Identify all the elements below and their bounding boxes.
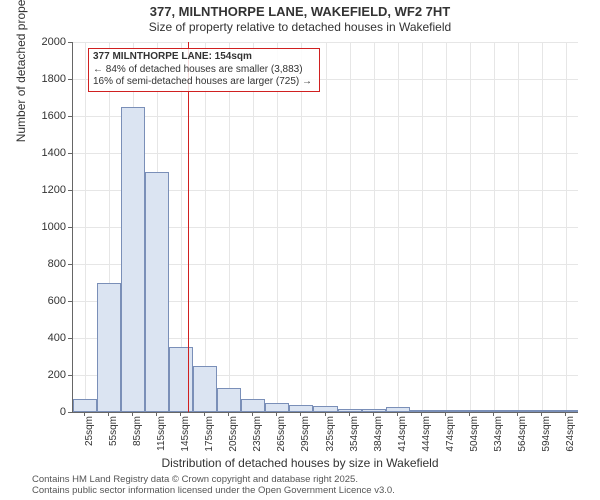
y-tick-mark bbox=[68, 42, 72, 43]
x-tick-label: 175sqm bbox=[204, 416, 215, 456]
x-tick-label: 534sqm bbox=[493, 416, 504, 456]
histogram-bar bbox=[73, 399, 97, 412]
y-tick-label: 0 bbox=[26, 406, 66, 418]
chart-footer: Contains HM Land Registry data © Crown c… bbox=[32, 474, 395, 497]
chart-title-block: 377, MILNTHORPE LANE, WAKEFIELD, WF2 7HT… bbox=[0, 4, 600, 34]
x-tick-label: 564sqm bbox=[517, 416, 528, 456]
y-tick-mark bbox=[68, 301, 72, 302]
y-tick-label: 1000 bbox=[26, 221, 66, 233]
x-tick-label: 235sqm bbox=[252, 416, 263, 456]
y-tick-mark bbox=[68, 153, 72, 154]
x-tick-label: 384sqm bbox=[373, 416, 384, 456]
histogram-bar bbox=[97, 283, 121, 413]
chart-title-main: 377, MILNTHORPE LANE, WAKEFIELD, WF2 7HT bbox=[0, 4, 600, 20]
footer-line-1: Contains HM Land Registry data © Crown c… bbox=[32, 474, 395, 485]
gridline-v bbox=[229, 42, 230, 412]
y-tick-mark bbox=[68, 79, 72, 80]
y-tick-mark bbox=[68, 375, 72, 376]
y-tick-label: 1600 bbox=[26, 110, 66, 122]
gridline-v bbox=[253, 42, 254, 412]
gridline-v bbox=[350, 42, 351, 412]
gridline-v bbox=[326, 42, 327, 412]
footer-line-2: Contains public sector information licen… bbox=[32, 485, 395, 496]
histogram-bar bbox=[169, 347, 193, 412]
x-tick-label: 265sqm bbox=[276, 416, 287, 456]
histogram-bar bbox=[217, 388, 241, 412]
property-size-histogram: 377, MILNTHORPE LANE, WAKEFIELD, WF2 7HT… bbox=[0, 0, 600, 500]
x-tick-label: 414sqm bbox=[397, 416, 408, 456]
gridline-v bbox=[542, 42, 543, 412]
gridline-v bbox=[85, 42, 86, 412]
histogram-bar bbox=[241, 399, 265, 412]
gridline-v bbox=[494, 42, 495, 412]
x-tick-label: 474sqm bbox=[445, 416, 456, 456]
gridline-v bbox=[422, 42, 423, 412]
y-tick-mark bbox=[68, 412, 72, 413]
x-tick-label: 145sqm bbox=[180, 416, 191, 456]
histogram-bar bbox=[265, 403, 289, 412]
histogram-bar bbox=[145, 172, 169, 413]
y-tick-mark bbox=[68, 338, 72, 339]
histogram-bar bbox=[289, 405, 313, 412]
gridline-v bbox=[374, 42, 375, 412]
chart-title-sub: Size of property relative to detached ho… bbox=[0, 20, 600, 34]
plot-area: 377 MILNTHORPE LANE: 154sqm← 84% of deta… bbox=[72, 42, 578, 413]
x-tick-label: 354sqm bbox=[349, 416, 360, 456]
y-tick-label: 600 bbox=[26, 295, 66, 307]
gridline-v bbox=[301, 42, 302, 412]
x-tick-label: 55sqm bbox=[108, 416, 119, 456]
x-tick-label: 25sqm bbox=[84, 416, 95, 456]
histogram-bar bbox=[193, 366, 217, 412]
x-tick-label: 624sqm bbox=[565, 416, 576, 456]
x-tick-label: 504sqm bbox=[469, 416, 480, 456]
gridline-v bbox=[470, 42, 471, 412]
callout-line-2: 16% of semi-detached houses are larger (… bbox=[93, 76, 315, 89]
x-tick-label: 444sqm bbox=[421, 416, 432, 456]
y-tick-label: 1800 bbox=[26, 73, 66, 85]
x-tick-label: 85sqm bbox=[132, 416, 143, 456]
y-tick-mark bbox=[68, 264, 72, 265]
y-tick-mark bbox=[68, 116, 72, 117]
x-axis-label: Distribution of detached houses by size … bbox=[0, 456, 600, 470]
gridline-v bbox=[277, 42, 278, 412]
y-tick-label: 1400 bbox=[26, 147, 66, 159]
gridline-v bbox=[398, 42, 399, 412]
x-tick-label: 115sqm bbox=[156, 416, 167, 456]
y-tick-label: 200 bbox=[26, 369, 66, 381]
gridline-v bbox=[205, 42, 206, 412]
y-tick-label: 400 bbox=[26, 332, 66, 344]
y-tick-label: 2000 bbox=[26, 36, 66, 48]
reference-callout: 377 MILNTHORPE LANE: 154sqm← 84% of deta… bbox=[88, 48, 320, 92]
y-tick-mark bbox=[68, 227, 72, 228]
y-tick-mark bbox=[68, 190, 72, 191]
y-tick-label: 1200 bbox=[26, 184, 66, 196]
callout-line-1: ← 84% of detached houses are smaller (3,… bbox=[93, 64, 315, 77]
x-tick-label: 205sqm bbox=[228, 416, 239, 456]
y-tick-label: 800 bbox=[26, 258, 66, 270]
gridline-v bbox=[518, 42, 519, 412]
histogram-bar bbox=[121, 107, 145, 412]
x-tick-label: 295sqm bbox=[300, 416, 311, 456]
reference-line bbox=[188, 42, 189, 412]
callout-title: 377 MILNTHORPE LANE: 154sqm bbox=[93, 51, 315, 64]
gridline-v bbox=[446, 42, 447, 412]
x-tick-label: 325sqm bbox=[325, 416, 336, 456]
x-tick-label: 594sqm bbox=[541, 416, 552, 456]
gridline-v bbox=[566, 42, 567, 412]
